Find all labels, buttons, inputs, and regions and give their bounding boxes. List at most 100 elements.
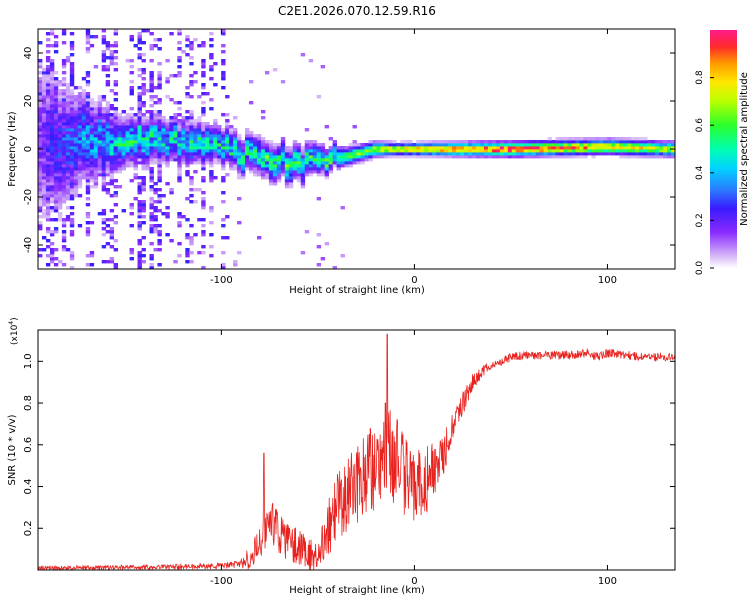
spectrogram-cell <box>456 143 461 147</box>
spectrogram-cell <box>129 152 134 156</box>
spectrogram-cell <box>57 188 63 192</box>
spectrogram-cell <box>149 95 154 99</box>
spectrogram-cell <box>201 65 206 69</box>
spectrogram-cell <box>491 152 497 156</box>
spectrogram-cell <box>69 251 75 255</box>
spectrogram-cell <box>316 155 322 159</box>
spectrogram-cell <box>137 47 142 51</box>
spectrogram-cell <box>189 83 194 87</box>
spectrogram-cell <box>185 95 190 99</box>
spectrogram-cell <box>603 143 608 147</box>
spectrogram-cell <box>256 155 262 159</box>
spectrogram-cell <box>69 71 75 75</box>
spectrogram-cell <box>113 83 119 87</box>
spectrogram-cell <box>61 113 67 117</box>
spectrogram-cell <box>121 209 126 213</box>
spectrogram-cell <box>623 149 628 153</box>
spectrogram-cell <box>53 209 59 213</box>
spectrogram-cell <box>360 155 365 159</box>
spectrogram-cell <box>324 149 330 153</box>
spectrogram-cell <box>101 167 107 171</box>
spectrogram-cell <box>372 140 377 144</box>
spectrogram-cell <box>452 140 457 144</box>
spectrogram-cell <box>133 44 138 48</box>
spectrogram-cell <box>229 155 234 159</box>
spectrogram-cell <box>77 176 83 180</box>
spectrogram-cell <box>189 176 194 180</box>
spectrogram-cell <box>209 146 214 150</box>
spectrogram-cell <box>336 167 341 171</box>
spectrogram-cell <box>149 176 154 180</box>
spectrogram-cell <box>587 143 592 147</box>
spectrogram-cell <box>49 170 55 174</box>
spectrogram-cell <box>125 164 130 168</box>
spectrogram-cell <box>113 125 119 129</box>
spectrogram-cell <box>555 155 560 159</box>
spectrogram-cell <box>276 143 282 147</box>
spectrogram-cell <box>165 206 170 210</box>
spectrogram-cell <box>380 155 385 159</box>
spectrogram-cell <box>201 134 206 138</box>
spectrogram-cell <box>308 59 314 63</box>
spectrogram-cell <box>587 137 592 141</box>
spectrogram-cell <box>38 179 43 183</box>
spectrogram-cell <box>225 122 230 126</box>
spectrogram-cell <box>101 128 107 132</box>
spectrogram-cell <box>296 158 302 162</box>
spectrogram-cell <box>352 146 357 150</box>
spectrogram-cell <box>129 113 134 117</box>
spectrogram-cell <box>523 140 529 144</box>
spectrogram-cell <box>41 116 47 120</box>
spectrogram-cell <box>209 65 214 69</box>
spectrogram-cell <box>185 218 190 222</box>
spectrogram-cell <box>157 146 162 150</box>
spectrogram-cell <box>396 155 401 159</box>
spectrogram-cell <box>245 134 250 138</box>
spectrogram-cell <box>639 155 644 159</box>
spectrogram-cell <box>165 146 170 150</box>
spectrogram-cell <box>264 161 270 165</box>
spectrogram-cell <box>268 170 274 174</box>
spectrogram-cell <box>145 128 150 132</box>
spectrogram-cell <box>296 170 302 174</box>
spectrogram-cell <box>109 125 115 129</box>
spectrogram-cell <box>53 164 59 168</box>
spectrogram-cell <box>57 104 63 108</box>
spectrogram-cell <box>157 197 162 201</box>
spectrogram-cell <box>177 146 182 150</box>
spectrogram-cell <box>81 113 87 117</box>
spectrogram-cell <box>316 263 322 267</box>
spectrogram-cell <box>69 158 75 162</box>
spectrogram-cell <box>89 149 95 153</box>
spectrogram-cell <box>133 119 138 123</box>
spectrogram-cell <box>272 170 278 174</box>
spectrogram-cell <box>77 149 83 153</box>
spectrogram-cell <box>109 131 115 135</box>
spectrogram-cell <box>249 137 254 141</box>
spectrogram-cell <box>38 170 43 174</box>
spectrogram-cell <box>73 131 79 135</box>
spectrogram-cell <box>109 53 115 57</box>
spectrogram-cell <box>117 161 123 165</box>
spectrogram-cell <box>663 149 668 153</box>
spectrogram-cell <box>109 119 115 123</box>
spectrogram-cell <box>209 152 214 156</box>
spectrogram-cell <box>157 137 162 141</box>
spectrogram-cell <box>173 74 178 78</box>
spectrogram-cell <box>93 143 99 147</box>
spectrogram-cell <box>137 68 142 72</box>
spectrogram-cell <box>41 197 47 201</box>
spectrogram-cell <box>201 191 206 195</box>
spectrogram-cell <box>479 152 485 156</box>
spectrogram-cell <box>69 113 75 117</box>
spectrogram-cell <box>129 164 134 168</box>
spectrogram-cell <box>38 248 43 252</box>
spectrogram-cell <box>539 155 545 159</box>
spectrogram-cell <box>49 233 55 237</box>
spectrogram-cell <box>81 107 87 111</box>
spectrogram-cell <box>268 143 274 147</box>
spectrogram-cell <box>53 92 59 96</box>
spectrogram-cell <box>404 140 409 144</box>
spectrogram-cell <box>416 155 421 159</box>
spectrogram-cell <box>129 86 134 90</box>
